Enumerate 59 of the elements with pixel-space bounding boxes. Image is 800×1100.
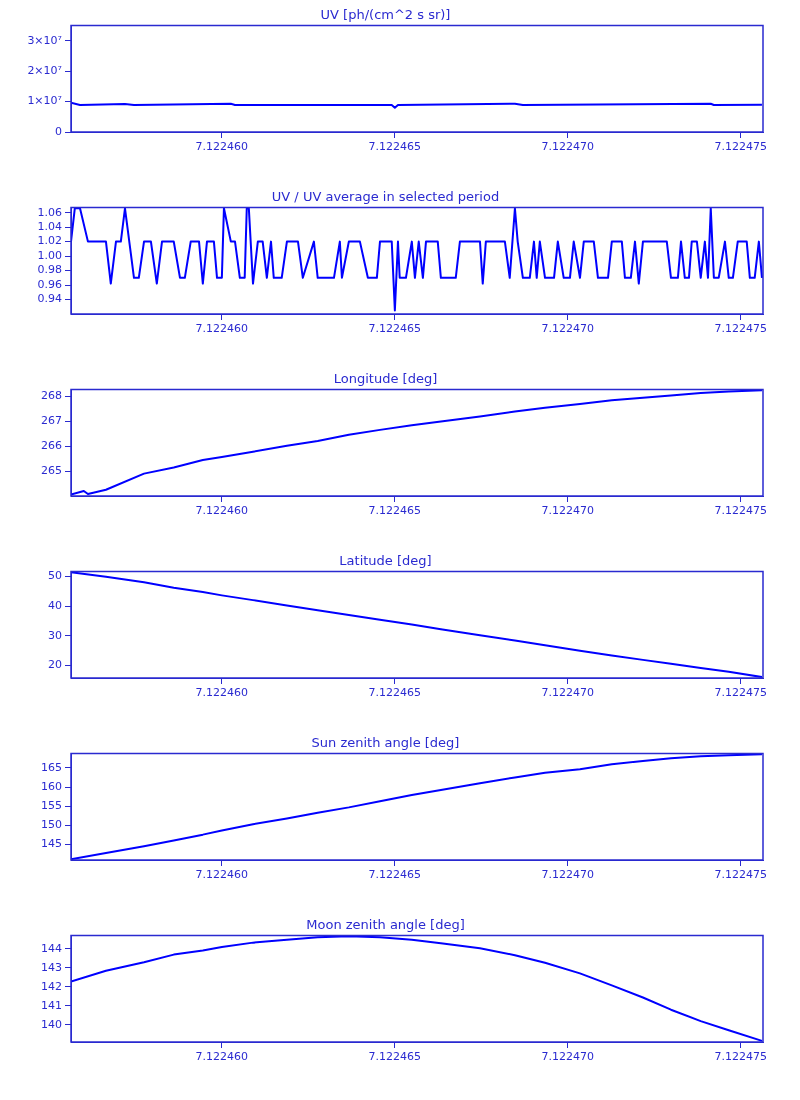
y-tick-label: 165: [41, 760, 62, 774]
x-tick-label: 7.122465: [368, 322, 422, 336]
x-tick-label: 7.122460: [195, 322, 249, 336]
x-tick-label: 7.122460: [195, 868, 249, 882]
x-tick-label: 7.122475: [714, 1050, 768, 1064]
y-tick-label: 268: [41, 389, 62, 403]
y-tick-label: 0.94: [37, 292, 62, 306]
chart-title: Moon zenith angle [deg]: [306, 917, 465, 933]
y-tick-label: 141: [41, 998, 62, 1012]
x-tick-label: 7.122465: [368, 868, 422, 882]
x-tick-label: 7.122475: [714, 504, 768, 518]
x-tick-label: 7.122470: [541, 322, 595, 336]
y-tick-label: 1.06: [37, 205, 62, 219]
y-tick-label: 20: [48, 658, 62, 672]
y-tick-label: 50: [48, 569, 62, 583]
y-tick-label: 140: [41, 1017, 62, 1031]
x-tick-label: 7.122465: [368, 686, 422, 700]
x-tick-label: 7.122475: [714, 868, 768, 882]
y-tick-label: 0.96: [37, 277, 62, 291]
x-tick-label: 7.122460: [195, 140, 249, 154]
x-tick-label: 7.122470: [541, 140, 595, 154]
x-tick-label: 7.122465: [368, 504, 422, 518]
x-tick-label: 7.122465: [368, 140, 422, 154]
chart-title: Sun zenith angle [deg]: [311, 735, 460, 751]
chart-title: Latitude [deg]: [339, 553, 432, 569]
x-tick-label: 7.122470: [541, 504, 595, 518]
x-tick-label: 7.122475: [714, 322, 768, 336]
x-tick-label: 7.122475: [714, 686, 768, 700]
y-tick-label: 30: [48, 628, 62, 642]
x-tick-label: 7.122470: [541, 868, 595, 882]
y-tick-label: 150: [41, 818, 62, 832]
chart-title: UV [ph/(cm^2 s sr)]: [320, 7, 451, 23]
x-tick-label: 7.122460: [195, 504, 249, 518]
y-tick-label: 265: [41, 464, 62, 477]
y-tick-label: 0.98: [37, 263, 62, 277]
x-tick-label: 7.122460: [195, 686, 249, 700]
y-tick-label: 144: [41, 941, 62, 955]
y-tick-label: 3×10⁷: [27, 33, 62, 47]
x-tick-label: 7.122470: [541, 1050, 595, 1064]
y-tick-label: 142: [41, 979, 62, 993]
y-tick-label: 1.02: [37, 234, 62, 248]
y-tick-label: 40: [48, 598, 62, 612]
y-tick-label: 2×10⁷: [27, 64, 62, 78]
y-tick-label: 155: [41, 799, 62, 813]
x-tick-label: 7.122470: [541, 686, 595, 700]
y-tick-label: 160: [41, 779, 62, 793]
x-tick-label: 7.122475: [714, 140, 768, 154]
y-tick-label: 1.04: [37, 220, 62, 233]
y-tick-label: 1.00: [37, 248, 62, 262]
y-tick-label: 267: [41, 414, 62, 428]
x-tick-label: 7.122465: [368, 1050, 422, 1064]
y-tick-label: 266: [41, 439, 62, 453]
y-tick-label: 143: [41, 960, 62, 974]
y-tick-label: 145: [41, 837, 62, 851]
y-tick-label: 0: [55, 124, 62, 138]
chart-title: Longitude [deg]: [333, 371, 438, 387]
chart-title: UV / UV average in selected period: [271, 189, 500, 205]
x-tick-label: 7.122460: [195, 1050, 249, 1064]
y-tick-label: 1×10⁷: [27, 94, 62, 108]
